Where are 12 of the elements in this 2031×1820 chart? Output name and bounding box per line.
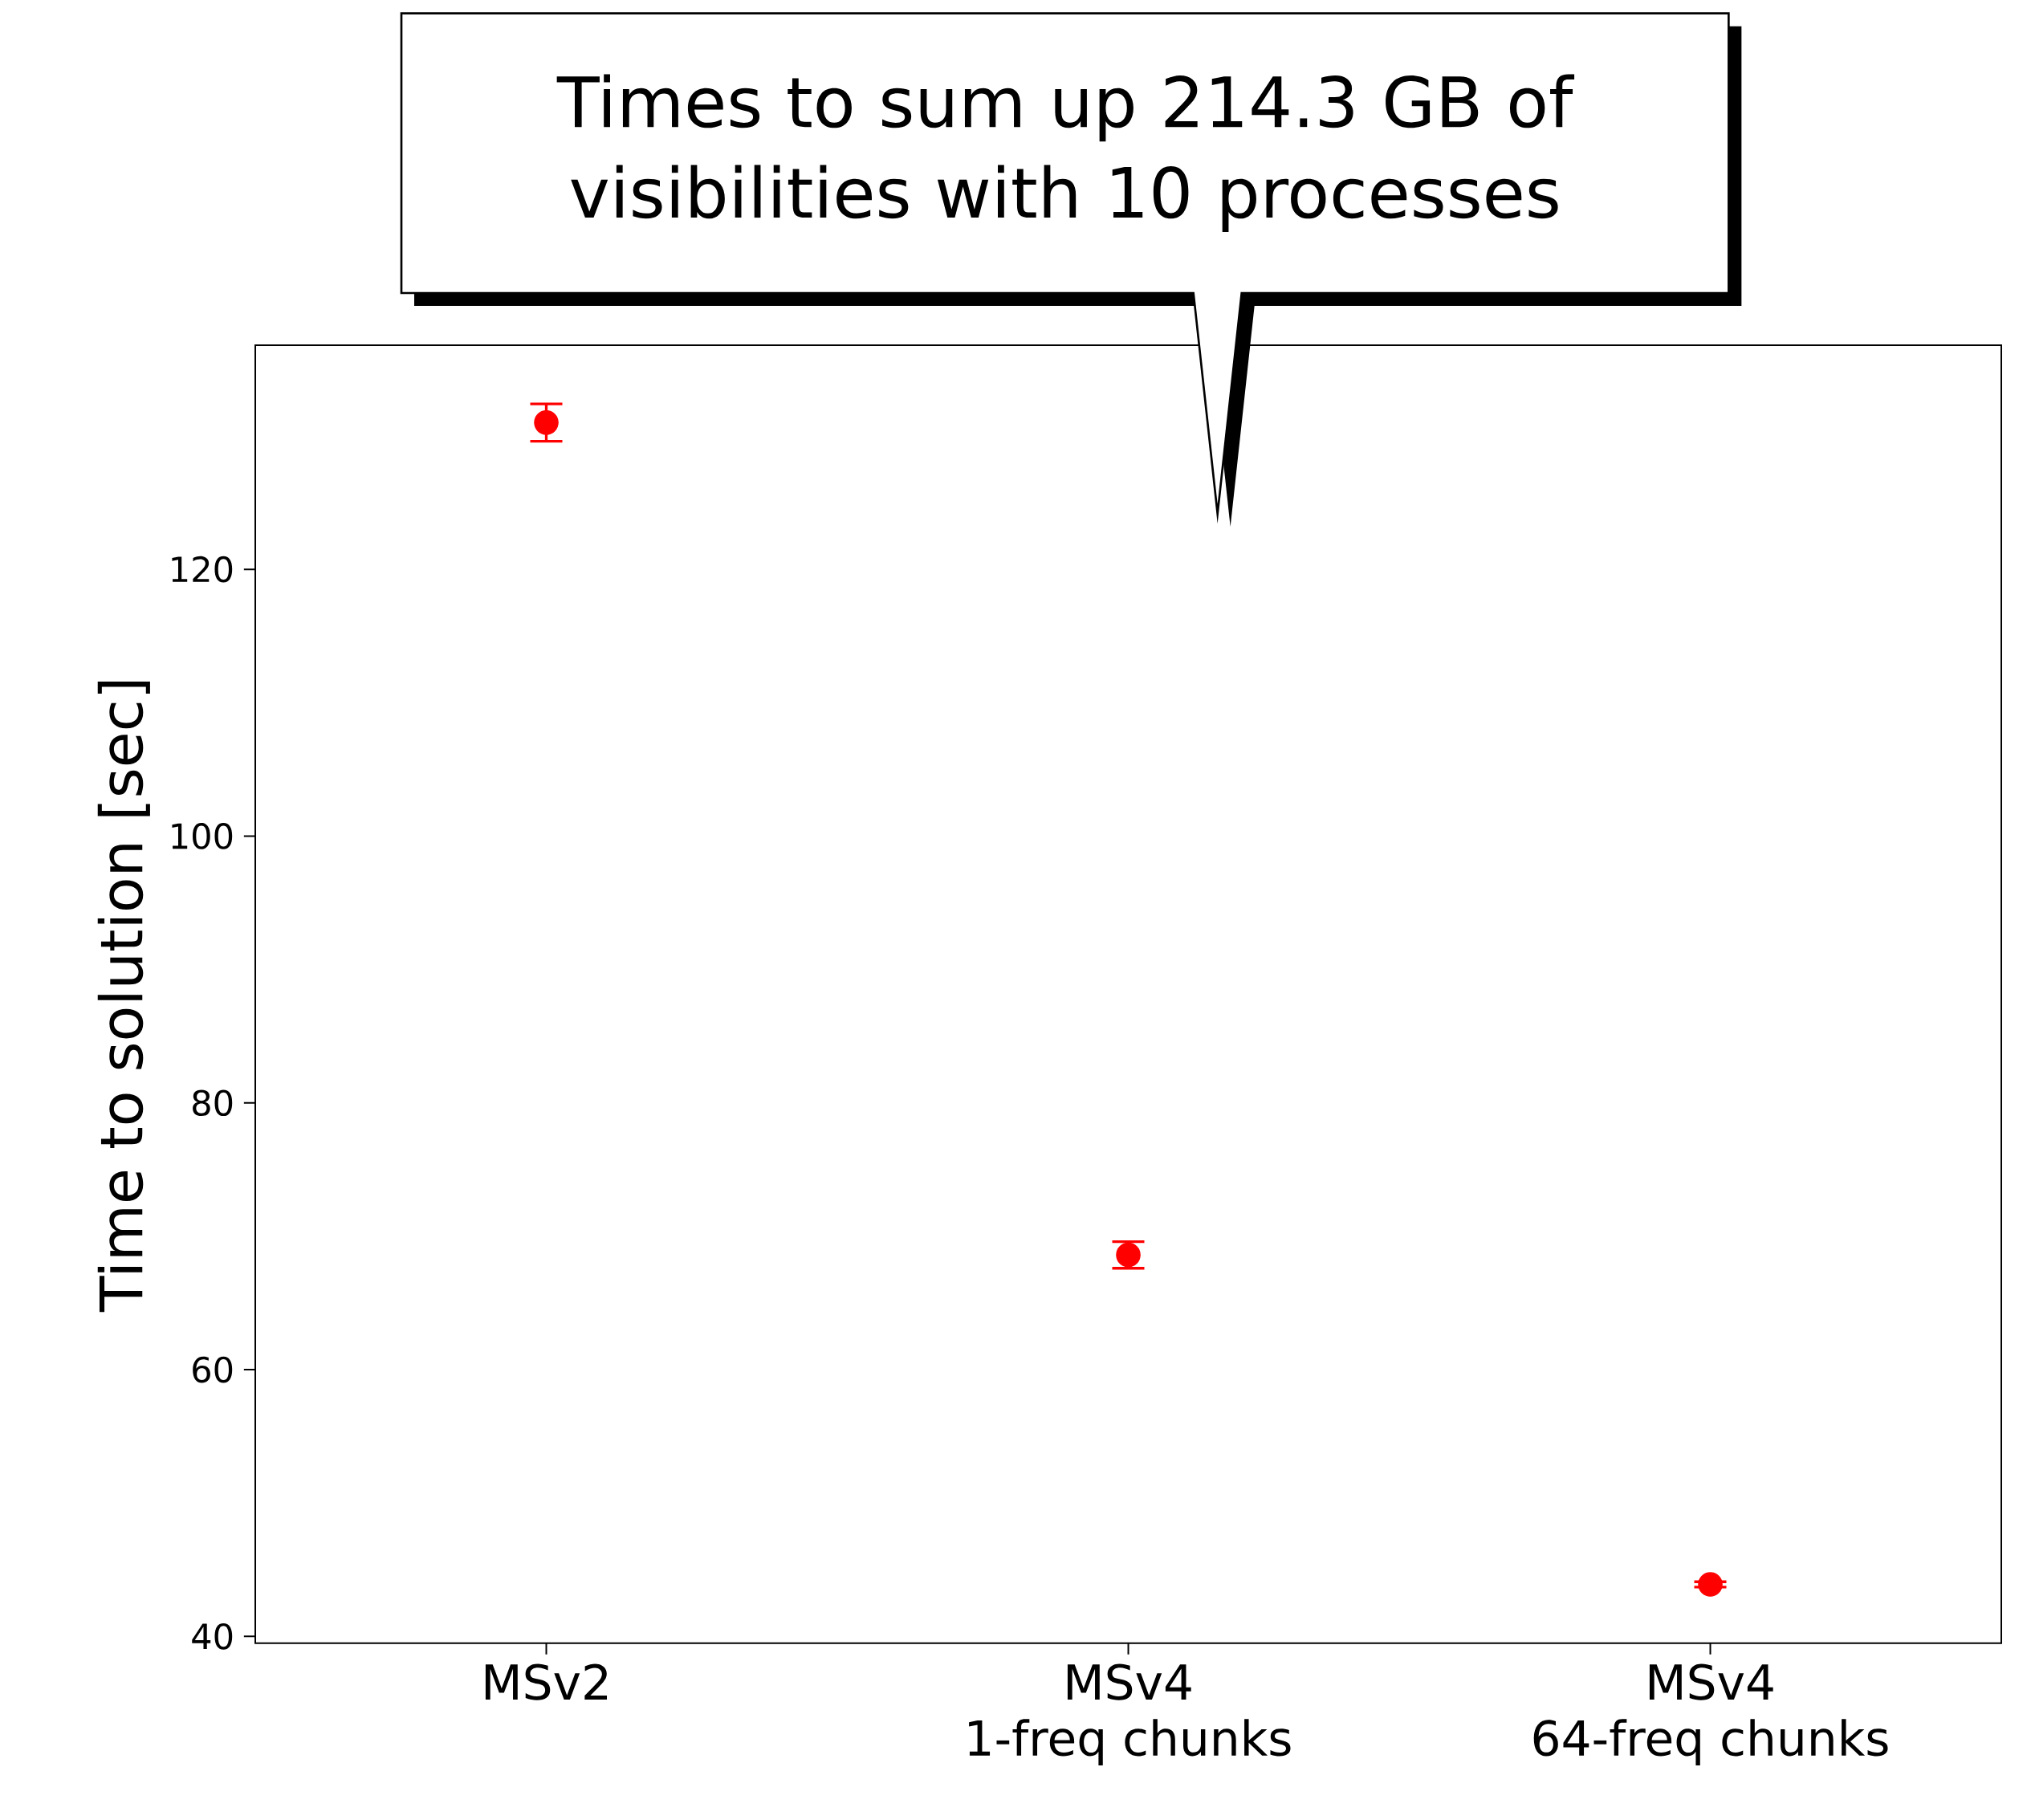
point xyxy=(1698,1572,1723,1597)
x-tick-label: MSv4 64-freq chunks xyxy=(1533,1663,1888,1766)
y-tick-label: 120 xyxy=(172,556,233,583)
y-tick-label: 60 xyxy=(193,1356,233,1383)
text: Times to sum up 214.3 GB of visibilities with 10 processes xyxy=(556,74,1575,233)
point xyxy=(534,410,559,435)
x-tick-label: MSv2 xyxy=(485,1663,608,1700)
x-tick-label: MSv4 1-freq chunks xyxy=(969,1663,1291,1766)
y-tick-label: 80 xyxy=(193,1089,233,1117)
y-tick-label: 100 xyxy=(172,823,233,849)
y-axis-title: Time to solution [sec] xyxy=(97,682,150,1313)
y-tick-label: 40 xyxy=(192,1623,233,1650)
